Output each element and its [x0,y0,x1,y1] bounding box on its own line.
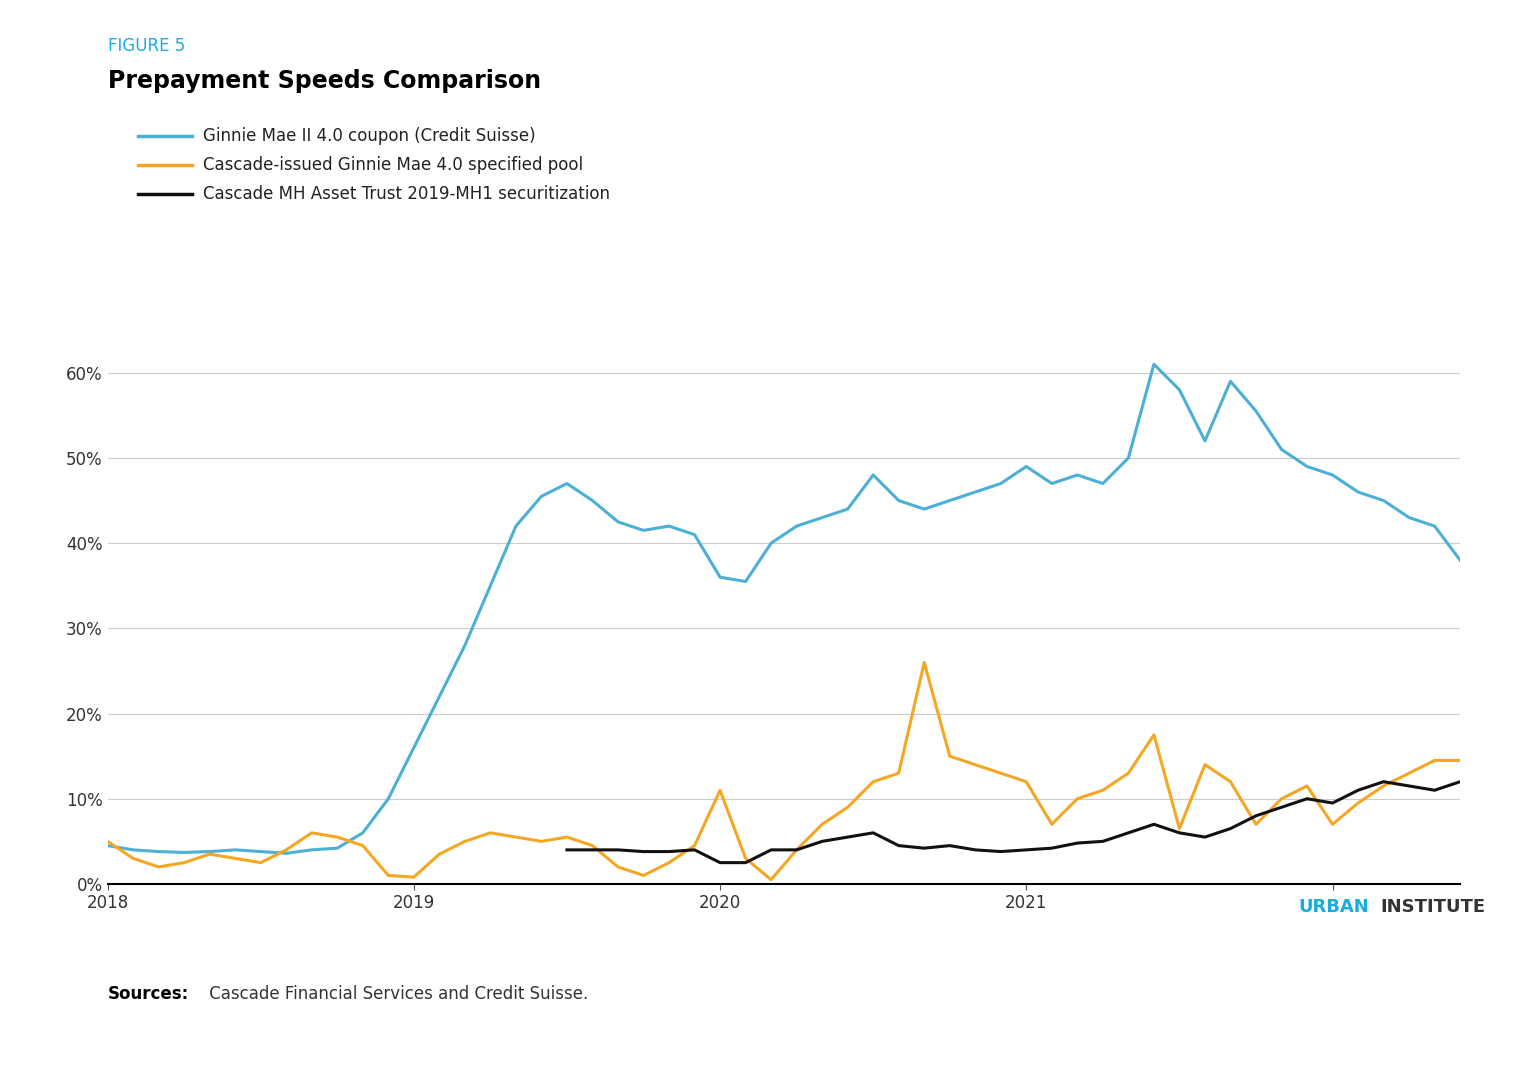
Text: INSTITUTE: INSTITUTE [1380,898,1485,916]
Text: Cascade MH Asset Trust 2019-MH1 securitization: Cascade MH Asset Trust 2019-MH1 securiti… [203,185,610,202]
Text: FIGURE 5: FIGURE 5 [108,37,184,55]
Text: Sources:: Sources: [108,985,189,1003]
Text: Cascade Financial Services and Credit Suisse.: Cascade Financial Services and Credit Su… [204,985,589,1003]
Text: Ginnie Mae II 4.0 coupon (Credit Suisse): Ginnie Mae II 4.0 coupon (Credit Suisse) [203,128,535,145]
Text: Prepayment Speeds Comparison: Prepayment Speeds Comparison [108,69,541,94]
Text: URBAN: URBAN [1299,898,1369,916]
Text: Cascade-issued Ginnie Mae 4.0 specified pool: Cascade-issued Ginnie Mae 4.0 specified … [203,157,583,174]
